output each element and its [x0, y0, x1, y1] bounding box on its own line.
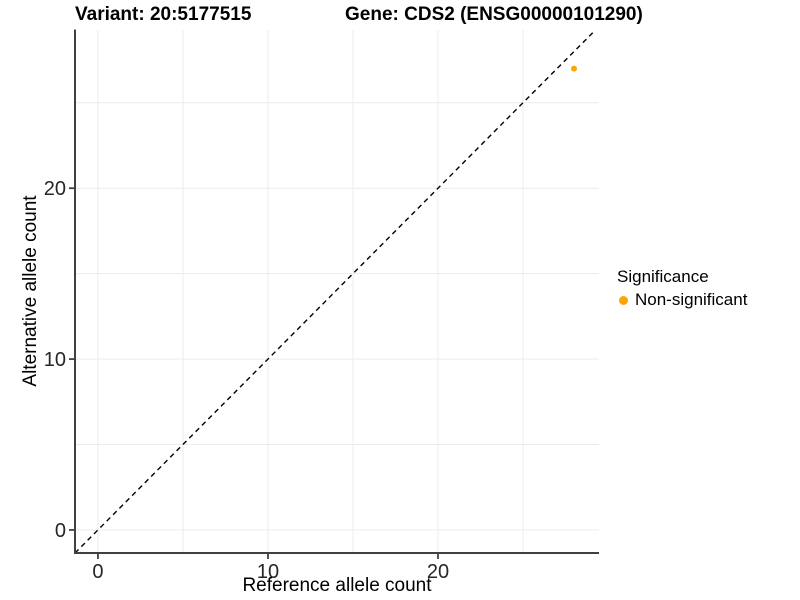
- x-axis-title: Reference allele count: [242, 575, 432, 596]
- variant-title: Variant: 20:5177515: [75, 4, 252, 25]
- gene-title: Gene: CDS2 (ENSG00000101290): [345, 4, 643, 25]
- x-tick-label: 10: [257, 561, 279, 583]
- x-tick-label: 20: [427, 561, 449, 583]
- legend-item: Non-significant: [615, 290, 748, 309]
- y-tick-label: 0: [55, 520, 66, 542]
- data-point: [571, 65, 578, 72]
- legend-item-label: Non-significant: [635, 290, 748, 309]
- identity-line: [74, 29, 596, 554]
- x-tick-label: 0: [92, 561, 103, 583]
- legend: Significance Non-significant: [615, 267, 747, 309]
- legend-point-icon: [619, 295, 628, 305]
- y-tick-label: 20: [44, 178, 66, 200]
- y-axis-title: Alternative allele count: [20, 195, 41, 387]
- y-tick-label: 10: [44, 349, 66, 371]
- legend-title: Significance: [617, 267, 709, 286]
